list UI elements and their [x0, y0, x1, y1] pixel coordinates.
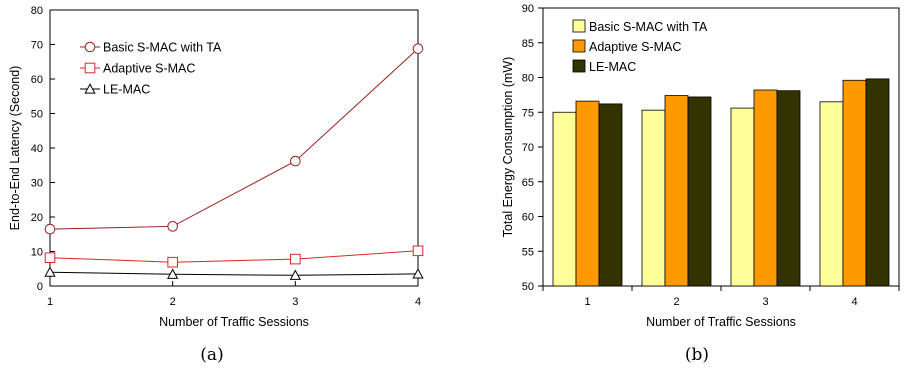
y-tick-label: 55 — [522, 246, 534, 258]
series-line — [49, 271, 419, 276]
bar — [575, 100, 600, 287]
legend-label: Adaptive S-MAC — [103, 62, 195, 76]
y-tick-label: 60 — [522, 212, 534, 224]
x-tick-label: 1 — [584, 296, 590, 308]
bar — [730, 107, 755, 287]
y-tick-label: 60 — [31, 74, 43, 86]
data-point — [412, 268, 424, 279]
legend-label: Adaptive S-MAC — [589, 40, 681, 54]
data-point — [290, 155, 301, 167]
data-point — [289, 269, 301, 280]
y-tick-label: 70 — [522, 142, 534, 154]
y-tick-label: 50 — [522, 281, 534, 293]
y-tick-label: 75 — [522, 107, 534, 119]
bar — [842, 79, 867, 287]
legend-label: Basic S-MAC with TA — [103, 41, 222, 55]
data-point — [44, 223, 56, 235]
bar — [687, 96, 712, 287]
legend-label: Basic S-MAC with TA — [589, 20, 708, 34]
legend-swatch — [572, 59, 586, 73]
series-line — [49, 250, 419, 263]
bar — [776, 90, 801, 287]
data-point — [167, 221, 178, 232]
legend-marker — [84, 62, 96, 74]
legend-swatch — [572, 39, 586, 53]
y-tick-label: 80 — [522, 73, 534, 85]
y-tick-label: 85 — [522, 38, 534, 50]
latency-chart: 0 10 20 30 40 50 60 70 80 1 2 3 4 Number of Traffic S… — [8, 5, 424, 365]
data-point — [412, 43, 424, 54]
bar — [664, 95, 689, 287]
y-tick-label: 70 — [31, 40, 43, 52]
bar — [753, 89, 778, 287]
energy-chart: 50 55 60 65 70 75 80 85 90 1 2 3 4 Basic S-MAC with T… — [501, 3, 900, 365]
y-tick-label: 10 — [31, 247, 43, 259]
x-tick-label: 4 — [415, 296, 421, 308]
x-tick-label: 2 — [170, 296, 176, 308]
y-axis-label: End-to-End Latency (Second) — [8, 66, 22, 231]
x-axis-label: Number of Traffic Sessions — [159, 315, 309, 329]
y-tick-label: 0 — [37, 281, 43, 293]
y-axis-label: Total Energy Consumption (mW) — [501, 57, 515, 238]
x-tick-label: 2 — [673, 296, 679, 308]
x-tick-label: 1 — [47, 296, 53, 308]
legend-label: LE-MAC — [589, 60, 636, 74]
data-point — [44, 266, 56, 277]
y-tick-label: 65 — [522, 177, 534, 189]
x-tick-label: 3 — [762, 296, 768, 308]
bar — [552, 111, 577, 287]
data-point — [412, 245, 424, 257]
bar — [865, 78, 890, 287]
x-tick-label: 3 — [292, 296, 298, 308]
bar — [598, 103, 623, 287]
legend-swatch — [572, 19, 586, 33]
data-point — [167, 268, 179, 279]
data-point — [167, 256, 178, 268]
x-tick-label: 4 — [851, 296, 857, 308]
bar — [819, 101, 844, 287]
y-tick-label: 40 — [31, 143, 43, 155]
y-tick-label: 20 — [31, 212, 43, 224]
caption: (b) — [685, 345, 709, 365]
bar — [641, 109, 666, 287]
data-point — [290, 253, 301, 265]
legend-marker — [84, 41, 96, 53]
caption: (a) — [200, 345, 223, 365]
series-line — [49, 48, 419, 230]
y-tick-label: 90 — [522, 3, 534, 15]
legend-marker — [84, 83, 96, 94]
y-tick-label: 80 — [31, 5, 43, 17]
x-axis-label: Number of Traffic Sessions — [646, 315, 796, 329]
y-tick-label: 30 — [31, 178, 43, 190]
data-point — [44, 252, 56, 264]
y-tick-label: 50 — [31, 109, 43, 121]
legend-label: LE-MAC — [103, 83, 150, 97]
